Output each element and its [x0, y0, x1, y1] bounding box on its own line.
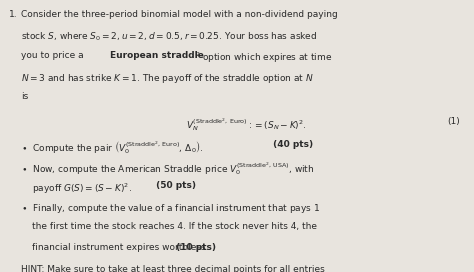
Text: (1): (1)	[447, 117, 460, 126]
Text: stock $S$, where $S_0 = 2, u = 2, d = 0.5, r = 0.25$. Your boss has asked: stock $S$, where $S_0 = 2, u = 2, d = 0.…	[21, 30, 318, 43]
Text: $\bullet$  Finally, compute the value of a financial instrument that pays 1: $\bullet$ Finally, compute the value of …	[21, 202, 320, 215]
Text: (50 pts): (50 pts)	[153, 181, 196, 190]
Text: $\bullet$  Compute the pair $\left(V_0^{(\mathrm{Straddle}^2,\,\mathrm{Euro})},\: $\bullet$ Compute the pair $\left(V_0^{(…	[21, 140, 204, 156]
Text: you to price a: you to price a	[21, 51, 87, 60]
Text: European straddle: European straddle	[110, 51, 204, 60]
Text: is: is	[21, 92, 28, 101]
Text: financial instrument expires worthless.: financial instrument expires worthless.	[32, 243, 209, 252]
Text: $V_N^{(\mathrm{Straddle}^2,\,\mathrm{Euro})} := (S_N - K)^2.$: $V_N^{(\mathrm{Straddle}^2,\,\mathrm{Eur…	[186, 117, 307, 133]
Text: the first time the stock reaches 4. If the stock never hits 4, the: the first time the stock reaches 4. If t…	[32, 222, 317, 231]
Text: $\bullet$  Now, compute the American Straddle price $V_0^{(\mathrm{Straddle}^2,\: $\bullet$ Now, compute the American Stra…	[21, 160, 315, 177]
Text: $^2$ option which expires at time: $^2$ option which expires at time	[195, 51, 332, 65]
Text: 1.: 1.	[9, 10, 17, 18]
Text: payoff $G(S) = (S - K)^2$.: payoff $G(S) = (S - K)^2$.	[32, 181, 132, 196]
Text: Consider the three-period binomial model with a non-dividend paying: Consider the three-period binomial model…	[21, 10, 338, 18]
Text: (40 pts): (40 pts)	[270, 140, 313, 149]
Text: HINT: Make sure to take at least three decimal points for all entries: HINT: Make sure to take at least three d…	[21, 265, 325, 272]
Text: (10 pts): (10 pts)	[173, 243, 217, 252]
Text: $N = 3$ and has strike $K = 1$. The payoff of the straddle option at $N$: $N = 3$ and has strike $K = 1$. The payo…	[21, 72, 314, 85]
